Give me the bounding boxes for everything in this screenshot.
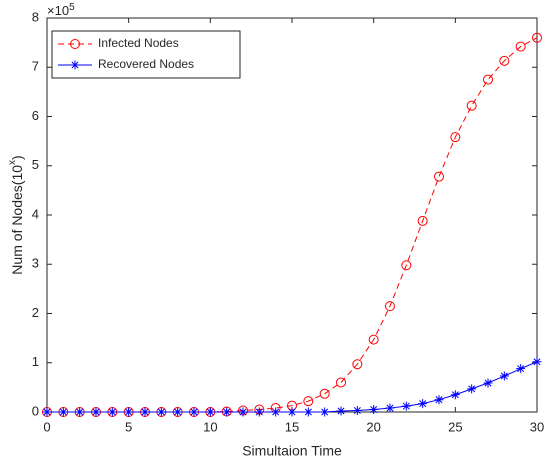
y-tick-label: 3	[32, 256, 39, 271]
x-tick-label: 20	[366, 419, 380, 434]
marker	[156, 407, 166, 417]
x-tick-label: 15	[285, 419, 299, 434]
y-tick-label: 7	[32, 59, 39, 74]
marker	[189, 407, 199, 417]
marker	[499, 55, 510, 66]
series-line	[47, 361, 538, 413]
marker	[336, 377, 346, 388]
y-tick-label: 1	[32, 354, 39, 369]
x-tick-label: 5	[125, 419, 132, 434]
marker	[434, 395, 444, 405]
x-axis-label: Simultaion Time	[242, 443, 342, 459]
y-tick-label: 2	[32, 305, 39, 320]
y-axis-label-text: Num of Nodes(10	[9, 165, 25, 275]
x-tick-label: 25	[448, 419, 462, 434]
y-tick-label: 6	[32, 108, 39, 123]
marker	[140, 407, 150, 417]
marker	[368, 334, 379, 345]
marker	[336, 406, 346, 416]
marker	[75, 407, 85, 417]
marker	[385, 301, 395, 312]
y-tick-label: 5	[32, 157, 39, 172]
marker	[107, 407, 117, 417]
legend-marker	[70, 60, 80, 70]
x-tick-label: 30	[530, 419, 544, 434]
marker	[303, 407, 313, 417]
marker	[434, 171, 444, 182]
x-tick-label: 10	[203, 419, 217, 434]
y-axis-label-suffix: )	[9, 155, 25, 160]
marker	[450, 132, 461, 143]
marker	[499, 371, 509, 381]
marker	[401, 401, 411, 411]
marker	[385, 403, 395, 413]
marker	[352, 359, 363, 370]
marker	[173, 407, 183, 417]
y-tick-label: 4	[32, 206, 39, 221]
legend-marker	[70, 39, 80, 49]
legend-box	[51, 30, 241, 79]
marker	[450, 390, 460, 400]
marker	[222, 407, 232, 417]
marker	[483, 378, 493, 388]
marker	[91, 407, 101, 417]
marker	[352, 406, 362, 416]
marker	[532, 32, 542, 43]
legend-label: Infected Nodes	[98, 36, 179, 50]
marker	[58, 407, 68, 417]
marker	[319, 388, 330, 399]
marker	[238, 407, 248, 417]
marker	[320, 407, 330, 417]
marker	[418, 399, 428, 409]
marker	[417, 215, 428, 226]
y-axis-label-sup: x	[7, 160, 18, 165]
y-tick-label: 0	[32, 403, 39, 418]
legend-label: Recovered Nodes	[98, 57, 194, 71]
marker	[466, 100, 477, 111]
marker	[532, 357, 542, 367]
marker	[515, 41, 526, 52]
marker	[516, 364, 526, 374]
marker	[483, 74, 493, 85]
marker	[254, 407, 264, 417]
marker	[287, 407, 297, 417]
y-tick-label: 8	[32, 9, 39, 24]
marker	[467, 384, 477, 394]
x-tick-label: 0	[43, 419, 50, 434]
marker	[401, 260, 412, 271]
marker	[303, 396, 314, 407]
y-axis-label: Num of Nodes(10x)	[7, 155, 25, 274]
marker	[42, 407, 52, 417]
y-exponent-base: ×10	[47, 3, 69, 18]
y-exponent: ×105	[47, 2, 75, 19]
marker	[369, 405, 379, 415]
y-exponent-power: 5	[69, 2, 75, 13]
series-line	[47, 37, 538, 413]
marker	[124, 407, 134, 417]
marker	[271, 407, 281, 417]
marker	[205, 407, 215, 417]
